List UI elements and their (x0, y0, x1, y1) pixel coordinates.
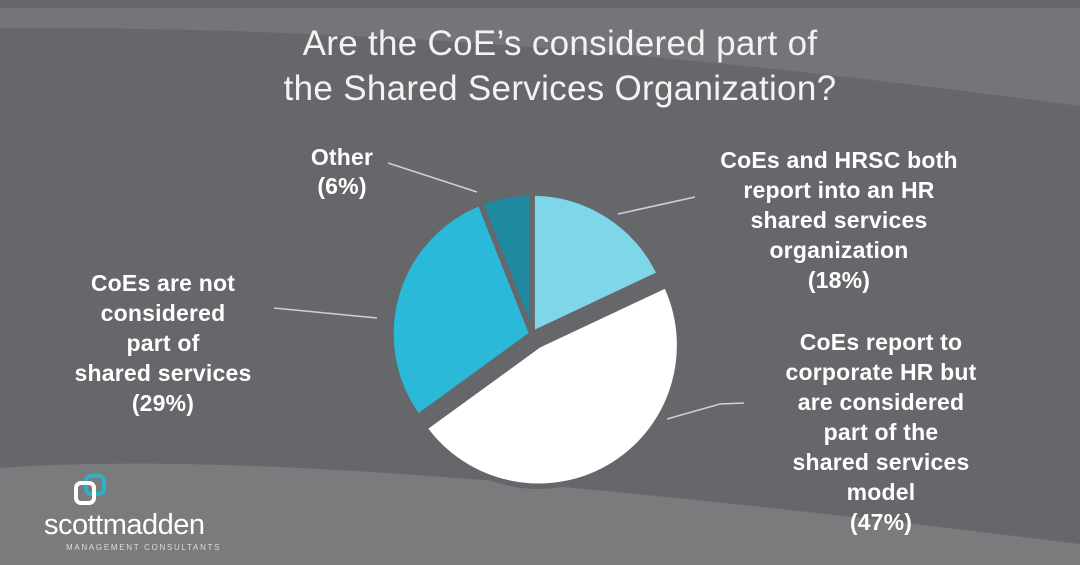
scottmadden-logo: scottmadden MANAGEMENT CONSULTANTS (44, 474, 222, 552)
callout-line: report into an HR (743, 177, 935, 203)
scottmadden-logo-icon (74, 474, 114, 510)
chart-title-line1: Are the CoE’s considered part of (302, 24, 818, 63)
callout-line: (6%) (317, 173, 367, 199)
chart-title: Are the CoE’s considered part of the Sha… (20, 21, 1080, 111)
callout-line: organization (769, 237, 909, 263)
pie-slice-coes-report-to-corporate-hr (421, 282, 683, 489)
callout-line: part of the (823, 419, 939, 445)
callout-line: CoEs and HRSC both (720, 147, 958, 173)
callout-line: (18%) (807, 267, 871, 293)
callout-line: CoEs report to (799, 329, 963, 355)
callout-hrsc-both-18pct: CoEs and HRSC both report into an HR sha… (689, 145, 989, 295)
chart-title-line2: the Shared Services Organization? (283, 69, 837, 108)
logo-tagline: MANAGEMENT CONSULTANTS (66, 543, 222, 552)
leader-line-18pct (617, 196, 696, 215)
background-bottom-band (0, 463, 1080, 565)
pie-slices (388, 190, 683, 489)
callout-line: shared services (750, 207, 928, 233)
callout-line: are considered (797, 389, 965, 415)
callout-other-6pct: Other (6%) (267, 143, 417, 201)
callout-line: shared services (792, 449, 970, 475)
pie-slice-coes-and-hrsc-both-report (529, 190, 663, 337)
logo-white-square-icon (74, 481, 96, 505)
callout-line: (29%) (131, 390, 195, 416)
callout-corporate-hr-47pct: CoEs report to corporate HR but are cons… (731, 327, 1031, 537)
callout-line: Other (310, 144, 374, 170)
leader-lines (273, 162, 745, 420)
leader-line-other (387, 162, 478, 193)
callout-line: model (846, 479, 916, 505)
leader-line-47pct (666, 402, 745, 420)
logo-brand-name: scottmadden (44, 509, 205, 541)
leader-line-29pct (273, 307, 378, 319)
callout-line: CoEs are not (90, 270, 236, 296)
callout-line: part of (126, 330, 200, 356)
callout-not-part-29pct: CoEs are not considered part of shared s… (13, 268, 313, 418)
background-top-band (0, 8, 1080, 106)
callout-line: (47%) (849, 509, 913, 535)
pie-slice-other (477, 190, 535, 337)
pie-slice-coes-not-part-of-shared-services (388, 200, 535, 420)
callout-line: considered (100, 300, 226, 326)
callout-line: shared services (74, 360, 252, 386)
callout-line: corporate HR but (785, 359, 977, 385)
